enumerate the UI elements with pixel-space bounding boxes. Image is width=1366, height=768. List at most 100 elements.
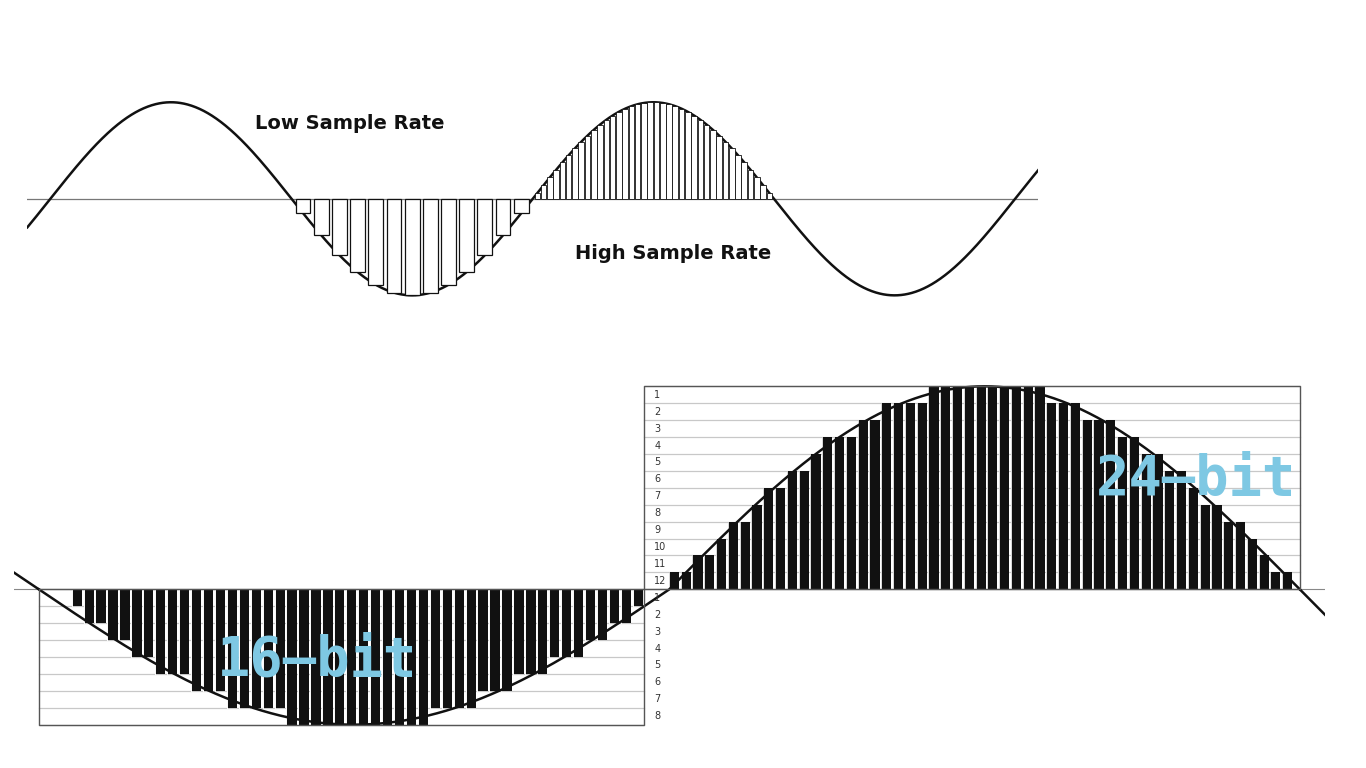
Bar	[1046, 403, 1056, 589]
Bar	[735, 155, 740, 199]
Bar	[1223, 521, 1233, 589]
Bar	[314, 199, 329, 235]
Bar	[537, 589, 548, 674]
Bar	[262, 589, 273, 708]
Bar	[108, 589, 117, 640]
Bar	[131, 589, 142, 657]
Bar	[298, 589, 309, 725]
Bar	[1059, 403, 1068, 589]
Bar	[846, 437, 856, 589]
Bar	[322, 589, 332, 725]
Bar	[561, 589, 571, 657]
Bar	[423, 199, 437, 293]
Bar	[858, 420, 867, 589]
Bar	[620, 589, 631, 623]
Text: 10: 10	[654, 542, 667, 552]
Bar	[609, 115, 615, 199]
Bar	[1212, 505, 1221, 589]
Bar	[387, 199, 402, 293]
Bar	[775, 488, 785, 589]
Bar	[549, 589, 560, 657]
Bar	[667, 104, 672, 199]
Bar	[227, 589, 238, 708]
Bar	[754, 177, 759, 199]
Bar	[143, 589, 153, 657]
Bar	[191, 589, 201, 691]
Text: 11: 11	[654, 559, 667, 569]
Bar	[204, 589, 213, 691]
Bar	[641, 103, 646, 199]
Bar	[71, 589, 82, 606]
Bar	[799, 471, 809, 589]
Bar	[585, 589, 596, 640]
Bar	[822, 437, 832, 589]
Bar	[654, 102, 660, 199]
Bar	[988, 386, 997, 589]
Text: 8: 8	[654, 508, 660, 518]
Text: 8: 8	[654, 711, 660, 721]
Bar	[525, 589, 535, 674]
Bar	[684, 112, 691, 199]
Bar	[869, 420, 880, 589]
Bar	[578, 142, 585, 199]
Bar	[534, 193, 540, 199]
Bar	[810, 454, 821, 589]
Bar	[660, 103, 665, 199]
Bar	[723, 142, 728, 199]
Text: 4: 4	[654, 644, 660, 654]
Bar	[742, 162, 747, 199]
Bar	[729, 148, 735, 199]
Bar	[881, 403, 892, 589]
Bar	[964, 386, 974, 589]
Bar	[929, 386, 938, 589]
Text: 16–bit: 16–bit	[217, 634, 418, 687]
Bar	[1176, 471, 1186, 589]
Bar	[597, 589, 607, 640]
Bar	[560, 162, 566, 199]
Text: 3: 3	[654, 627, 660, 637]
Bar	[441, 199, 456, 285]
Bar	[572, 148, 578, 199]
Bar	[1199, 505, 1210, 589]
Text: 9: 9	[654, 525, 660, 535]
Bar	[404, 199, 419, 296]
Bar	[1258, 555, 1269, 589]
Bar	[728, 521, 738, 589]
Text: 4: 4	[654, 441, 660, 451]
Bar	[609, 589, 619, 623]
Bar	[975, 386, 986, 589]
Text: 6: 6	[654, 677, 660, 687]
Bar	[275, 589, 284, 708]
Bar	[441, 589, 452, 708]
Bar	[761, 185, 766, 199]
Bar	[541, 185, 546, 199]
Bar	[250, 589, 261, 708]
Bar	[705, 555, 714, 589]
Bar	[1011, 386, 1020, 589]
Bar	[553, 170, 559, 199]
Bar	[1164, 471, 1175, 589]
Bar	[716, 136, 723, 199]
Bar	[940, 386, 951, 589]
Bar	[459, 199, 474, 272]
Text: 2: 2	[654, 610, 660, 620]
Bar	[591, 130, 597, 199]
Bar	[739, 521, 750, 589]
Bar	[835, 437, 844, 589]
Bar	[1283, 572, 1292, 589]
Bar	[496, 199, 511, 235]
Bar	[751, 505, 762, 589]
Bar	[787, 471, 796, 589]
Text: Low Sample Rate: Low Sample Rate	[255, 114, 445, 134]
Bar	[310, 589, 321, 725]
Text: 1: 1	[654, 390, 660, 400]
Bar	[96, 589, 105, 623]
Bar	[710, 130, 716, 199]
Bar	[1105, 420, 1116, 589]
Bar	[489, 589, 500, 691]
Bar	[335, 589, 344, 725]
Bar	[679, 109, 684, 199]
Bar	[1153, 454, 1162, 589]
Text: 6: 6	[654, 475, 660, 485]
Bar	[672, 106, 678, 199]
